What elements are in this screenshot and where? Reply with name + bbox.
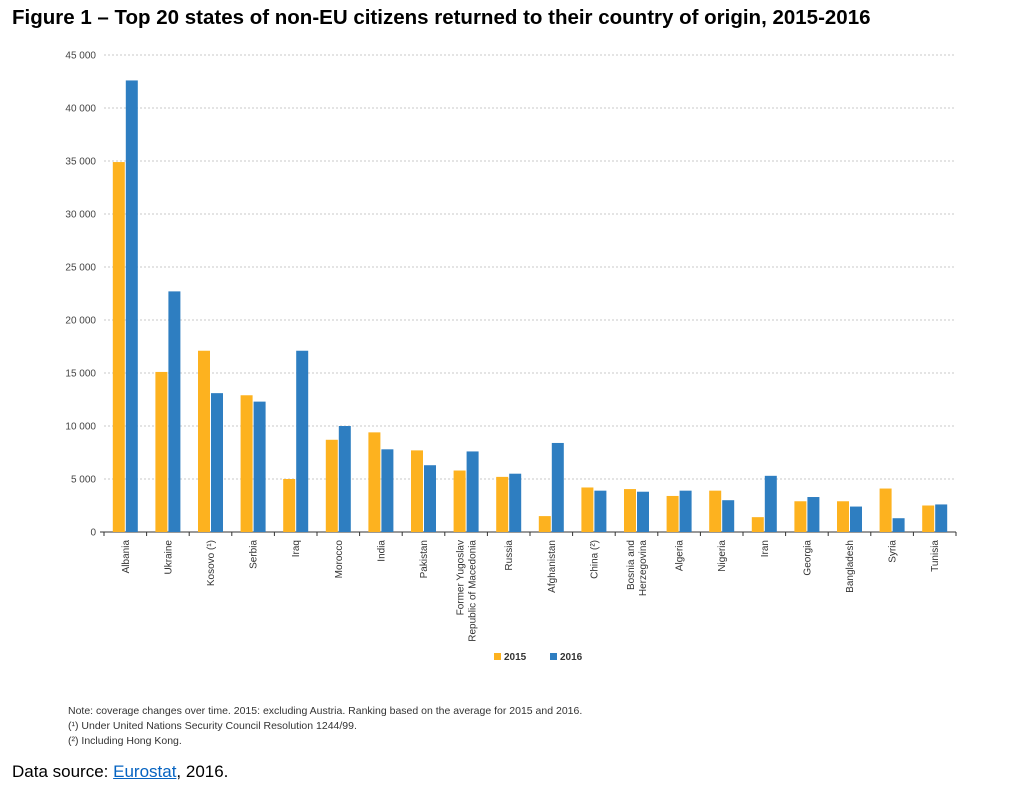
x-tick-label: Syria — [888, 540, 899, 563]
eurostat-link[interactable]: Eurostat — [113, 762, 177, 781]
bar-2015-albania — [112, 162, 125, 532]
bar-2015-algeria — [666, 495, 679, 532]
bar-2016-afghanistan — [551, 442, 564, 532]
y-tick-label: 10 000 — [65, 422, 96, 433]
bar-2015-serbia — [240, 395, 253, 532]
x-tick-label: Herzegovina — [638, 540, 649, 597]
data-source: Data source: Eurostat, 2016. — [12, 762, 228, 782]
legend-label-2016: 2016 — [560, 652, 583, 663]
bar-2015-ukraine — [155, 371, 168, 532]
bar-2015-afghanistan — [538, 516, 551, 532]
x-tick-label: Morocco — [334, 540, 345, 579]
x-tick-label: China (²) — [589, 540, 600, 579]
bar-2016-china- — [594, 490, 607, 532]
legend-swatch-2016 — [550, 653, 557, 660]
x-tick-label: Georgia — [802, 540, 813, 576]
x-tick-label: Afghanistan — [547, 540, 558, 593]
x-tick-label: Pakistan — [419, 540, 430, 578]
bar-2016-bosnia-and-herzegovina — [637, 491, 649, 532]
bar-2016-bangladesh — [850, 506, 862, 532]
bar-2015-bangladesh — [837, 501, 849, 532]
y-tick-label: 35 000 — [65, 157, 96, 168]
x-tick-label: India — [376, 540, 387, 562]
note-china: (²) Including Hong Kong. — [68, 735, 182, 747]
y-tick-label: 20 000 — [65, 316, 96, 327]
y-tick-label: 25 000 — [65, 263, 96, 274]
x-tick-label: Iraq — [291, 540, 302, 557]
bar-2015-tunisia — [922, 505, 935, 532]
x-tick-label: Kosovo (¹) — [206, 540, 217, 586]
x-tick-label: Ukraine — [163, 540, 174, 575]
y-tick-label: 40 000 — [65, 104, 96, 115]
legend-swatch-2015 — [494, 653, 501, 660]
x-tick-label: Bosnia and — [626, 540, 637, 590]
bar-2015-morocco — [325, 439, 338, 532]
bar-2016-albania — [125, 80, 138, 532]
bar-2016-iraq — [296, 350, 309, 532]
bar-2015-kosovo- — [198, 350, 210, 532]
bar-2015-former-yugoslav-republic-of-macedonia — [453, 470, 466, 532]
bar-2015-india — [368, 432, 381, 532]
bar-2016-iran — [764, 475, 777, 532]
legend-label-2015: 2015 — [504, 652, 527, 663]
bar-2016-nigeria — [722, 500, 735, 532]
bar-2016-kosovo- — [211, 393, 223, 532]
x-tick-label: Algeria — [675, 540, 686, 572]
bar-2015-georgia — [794, 501, 807, 532]
x-tick-label: Albania — [121, 540, 132, 574]
bar-2015-pakistan — [411, 450, 423, 532]
x-tick-label: Russia — [504, 540, 515, 571]
bar-2016-syria — [892, 518, 905, 532]
bar-2016-serbia — [253, 401, 266, 532]
x-tick-label: Serbia — [249, 540, 260, 569]
bar-2016-russia — [509, 473, 522, 532]
bar-2015-china- — [581, 487, 594, 532]
y-tick-label: 0 — [90, 528, 96, 539]
bar-2016-georgia — [807, 497, 820, 532]
y-tick-label: 45 000 — [65, 51, 96, 62]
bar-2015-iraq — [283, 479, 296, 532]
note-coverage: Note: coverage changes over time. 2015: … — [68, 705, 583, 717]
y-tick-label: 30 000 — [65, 210, 96, 221]
bar-2015-nigeria — [709, 490, 722, 532]
y-tick-label: 15 000 — [65, 369, 96, 380]
bar-2016-algeria — [679, 490, 692, 532]
bar-2015-bosnia-and-herzegovina — [624, 489, 636, 532]
bar-chart: 0 5 000 10 000 15 000 20 000 25 000 30 000 35 0… — [65, 51, 957, 663]
bar-2016-morocco — [338, 426, 351, 532]
bar-2016-ukraine — [168, 291, 181, 532]
bar-2016-former-yugoslav-republic-of-macedonia — [466, 451, 479, 532]
y-tick-label: 5 000 — [71, 475, 96, 486]
chart-title: Figure 1 – Top 20 states of non-EU citiz… — [12, 6, 871, 29]
x-tick-label: Former Yugoslav — [456, 540, 467, 615]
x-tick-label: Iran — [760, 540, 771, 557]
x-tick-label: Bangladesh — [845, 540, 856, 593]
x-tick-label: Nigeria — [717, 540, 728, 572]
x-tick-label: Tunisia — [930, 540, 941, 572]
bar-2016-tunisia — [935, 504, 948, 532]
bar-2015-iran — [751, 517, 764, 532]
source-suffix: , 2016. — [176, 762, 229, 781]
bar-2016-india — [381, 449, 394, 532]
x-tick-label: Republic of Macedonia — [468, 540, 479, 642]
note-kosovo: (¹) Under United Nations Security Counci… — [68, 720, 357, 732]
bar-2015-russia — [496, 476, 509, 532]
bar-2016-pakistan — [424, 465, 436, 532]
bar-2015-syria — [879, 488, 892, 532]
source-prefix: Data source: — [12, 762, 114, 781]
